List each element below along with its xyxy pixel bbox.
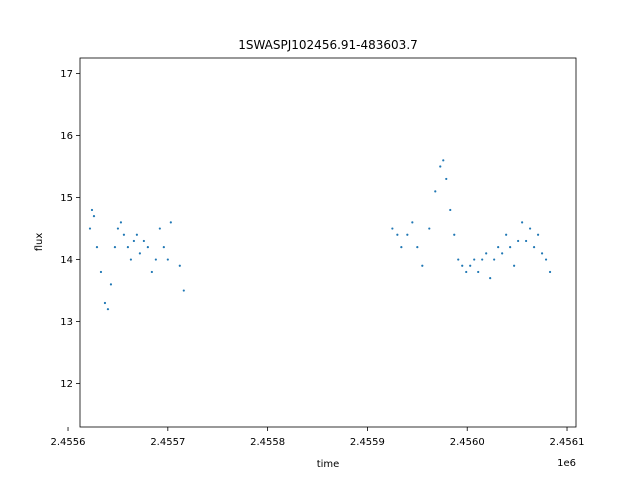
data-point (457, 258, 460, 261)
data-point (439, 165, 442, 168)
data-point (122, 233, 126, 236)
data-point (477, 270, 480, 274)
data-point (103, 301, 107, 305)
data-point (90, 208, 94, 212)
data-point (135, 233, 138, 236)
x-axis-label: time (317, 459, 340, 470)
data-point (116, 227, 120, 230)
data-point (129, 258, 132, 261)
data-point (126, 246, 129, 249)
data-point (485, 252, 488, 255)
data-point (132, 239, 135, 243)
data-points (88, 159, 552, 311)
plot-frame (79, 57, 577, 428)
x-tick-label: 2.4559 (350, 437, 385, 448)
data-point (166, 258, 169, 261)
data-point (442, 159, 445, 162)
data-point (548, 270, 552, 274)
data-point (536, 233, 540, 236)
data-point (162, 246, 165, 249)
data-point (528, 227, 532, 230)
data-point (406, 233, 409, 236)
data-point (517, 239, 520, 243)
data-point (411, 221, 414, 224)
data-point (99, 270, 103, 274)
data-point (416, 246, 419, 249)
data-point (493, 258, 496, 261)
data-point (481, 258, 484, 261)
x-tick-label: 2.4558 (250, 437, 285, 448)
x-tick-label: 2.4557 (150, 437, 185, 448)
data-point (106, 308, 110, 311)
y-tick-label: 14 (60, 255, 73, 266)
y-tick-label: 13 (60, 317, 73, 328)
data-point (421, 264, 424, 267)
data-point (142, 239, 145, 243)
y-axis-label: flux (34, 233, 45, 252)
data-point (150, 270, 153, 274)
data-point (453, 233, 456, 236)
data-point (434, 190, 437, 193)
y-axis: 12 13 14 15 16 17 (60, 69, 80, 390)
data-point (525, 239, 528, 243)
data-point (400, 246, 403, 249)
data-point (182, 289, 185, 292)
y-tick-label: 12 (60, 379, 73, 390)
data-point (505, 233, 508, 236)
data-point (119, 221, 123, 224)
x-tick-label: 2.4561 (550, 437, 585, 448)
data-point (92, 215, 96, 218)
data-point (138, 252, 141, 255)
data-point (158, 227, 161, 230)
data-point (461, 264, 464, 267)
data-point (146, 246, 149, 249)
data-point (509, 246, 512, 249)
data-point (513, 264, 516, 267)
data-point (465, 270, 468, 274)
data-point (178, 264, 181, 267)
data-point (88, 227, 92, 230)
data-point (521, 221, 524, 224)
x-axis-offset-label: 1e6 (557, 458, 576, 469)
data-point (428, 227, 431, 230)
data-point (473, 258, 476, 261)
y-tick-label: 16 (60, 131, 73, 142)
data-point (532, 246, 536, 249)
data-point (489, 277, 492, 280)
x-tick-label: 2.4560 (450, 437, 485, 448)
data-point (169, 221, 172, 224)
x-axis: 2.4556 2.4557 2.4558 2.4559 2.4560 2.4561 (51, 427, 585, 448)
data-point (109, 283, 113, 286)
data-point (469, 264, 472, 267)
data-point (544, 258, 548, 261)
y-tick-label: 15 (60, 193, 73, 204)
data-point (497, 246, 500, 249)
y-tick-label: 17 (60, 69, 73, 80)
data-point (154, 258, 157, 261)
data-point (445, 177, 448, 181)
data-point (449, 208, 452, 212)
chart-title: 1SWASPJ102456.91-483603.7 (238, 38, 418, 52)
data-point (396, 233, 399, 236)
data-point (391, 227, 394, 230)
data-point (95, 246, 99, 249)
data-point (501, 252, 504, 255)
x-tick-label: 2.4556 (51, 437, 86, 448)
data-point (113, 246, 117, 249)
data-point (540, 252, 544, 255)
